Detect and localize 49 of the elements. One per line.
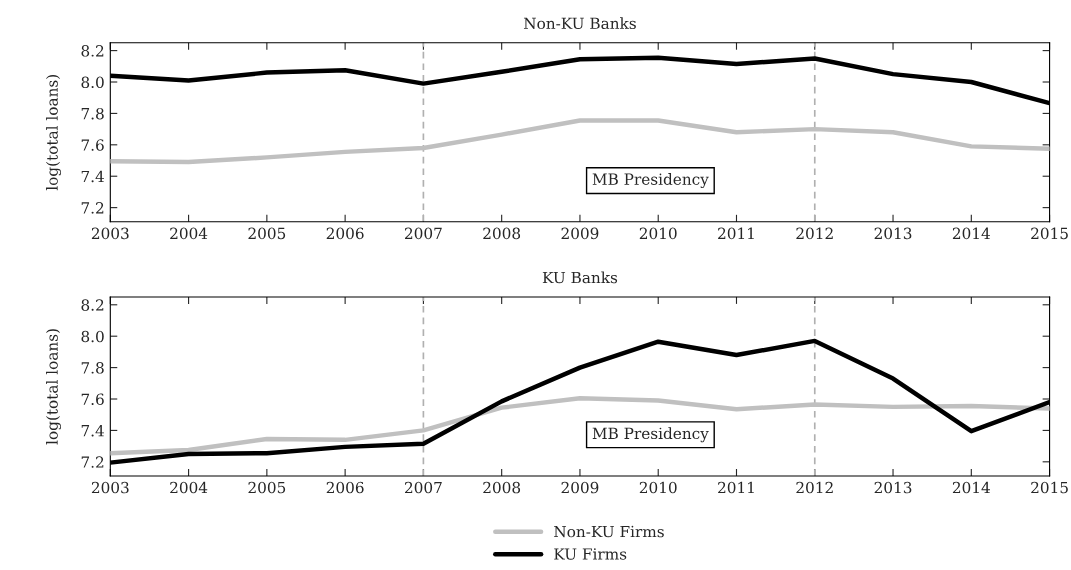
line-series	[110, 338, 1050, 465]
y-tick-label: 7.8	[81, 107, 104, 120]
x-tick-label: 2010	[639, 481, 677, 494]
y-axis-title: log(total loans)	[46, 74, 62, 191]
x-tick-label: 2011	[718, 481, 754, 494]
x-tick-label: 2004	[170, 227, 208, 240]
x-tick-label: 2015	[1031, 481, 1068, 494]
x-tick-label: 2009	[561, 227, 599, 240]
annotation: MB Presidency	[592, 427, 709, 443]
x-tick-label: 2013	[874, 227, 912, 240]
x-tick-label: 2006	[326, 481, 364, 494]
x-tick-label: 2010	[639, 227, 677, 240]
x-tick-label: 2015	[1031, 227, 1068, 240]
legend-label: Non-KU Firms	[554, 525, 664, 538]
x-tick-label: 2014	[952, 227, 990, 240]
x-tick-label: 2005	[248, 227, 286, 240]
x-tick-label: 2008	[483, 227, 521, 240]
y-tick-label: 7.4	[81, 170, 104, 183]
x-tick-label: 2014	[952, 481, 990, 494]
line-series	[110, 396, 1050, 456]
y-axis-title: log(total loans)	[46, 329, 62, 445]
y-tick-label: 7.2	[81, 456, 104, 468]
x-tick-label: 2003	[91, 481, 129, 494]
x-tick-label: 2013	[874, 481, 912, 494]
chart-title: KU Banks	[542, 271, 618, 284]
y-tick-label: 8.0	[81, 76, 104, 89]
y-tick-label: 7.2	[81, 202, 104, 214]
y-tick-label: 7.8	[81, 362, 104, 374]
x-tick-label: 2007	[405, 227, 442, 240]
y-tick-label: 8.2	[81, 299, 104, 311]
y-tick-label: 7.6	[81, 139, 104, 151]
y-tick-label: 8.2	[81, 45, 104, 57]
y-tick-label: 7.4	[81, 424, 104, 437]
x-tick-label: 2005	[248, 481, 286, 494]
x-tick-label: 2004	[170, 481, 208, 494]
x-tick-label: 2006	[326, 227, 364, 240]
x-tick-label: 2011	[718, 227, 754, 240]
chart-title: Non-KU Banks	[523, 17, 636, 30]
y-tick-label: 7.6	[81, 393, 104, 406]
legend-label: KU Firms	[554, 548, 627, 560]
x-tick-label: 2003	[91, 227, 129, 240]
x-tick-label: 2008	[483, 481, 521, 494]
x-tick-label: 2012	[796, 481, 833, 494]
x-tick-label: 2007	[405, 481, 442, 494]
line-series	[110, 118, 1050, 165]
x-tick-label: 2012	[796, 227, 833, 240]
y-tick-label: 8.0	[81, 330, 104, 343]
x-tick-label: 2009	[561, 481, 599, 494]
annotation: MB Presidency	[592, 173, 709, 189]
